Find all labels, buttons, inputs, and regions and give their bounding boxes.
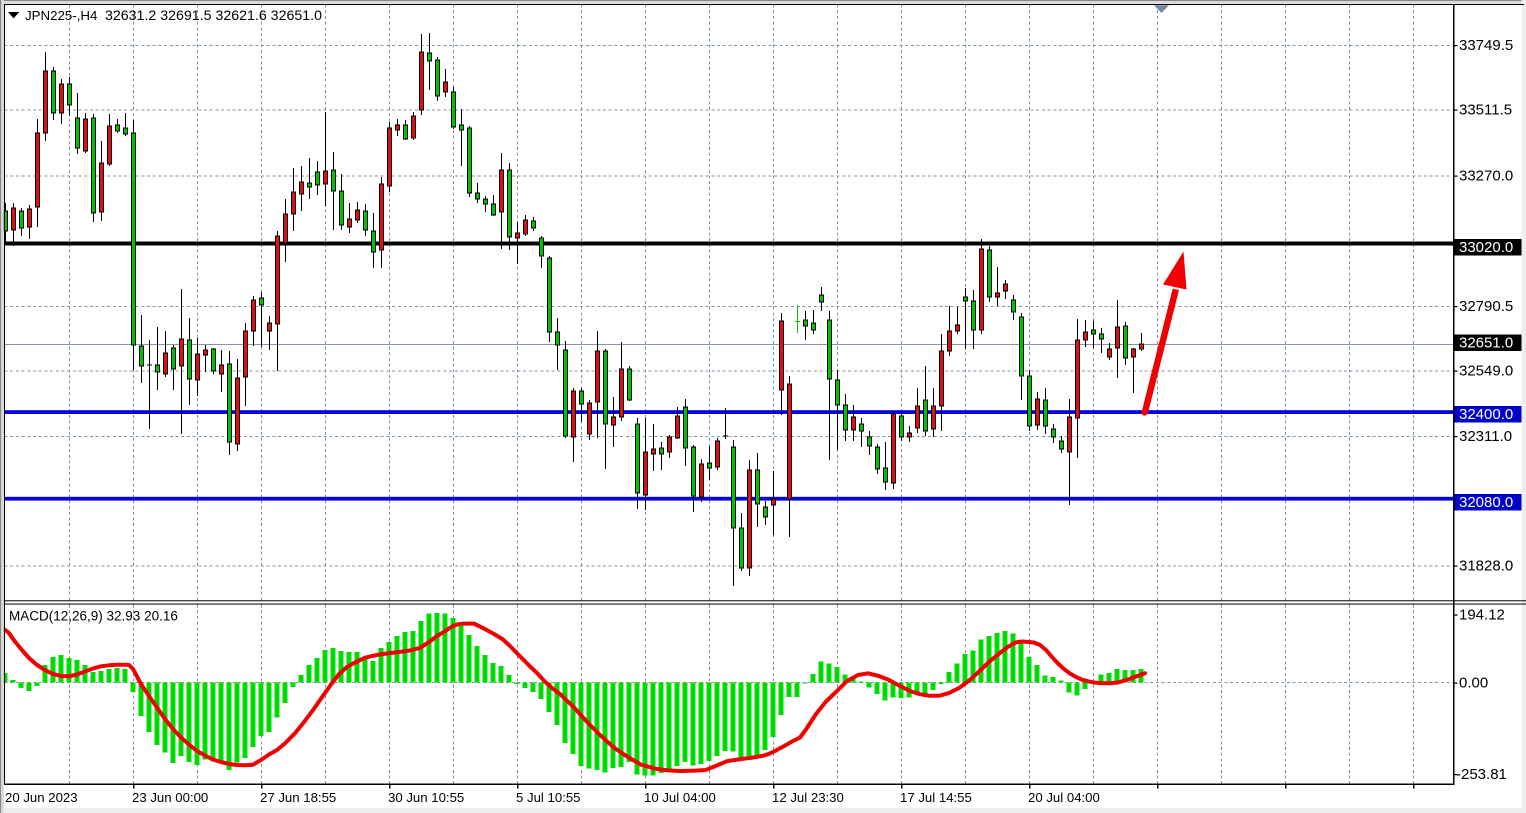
svg-text:20 Jun 2023: 20 Jun 2023 bbox=[5, 790, 78, 805]
svg-text:30 Jun 10:55: 30 Jun 10:55 bbox=[388, 790, 464, 805]
svg-text:32651.0: 32651.0 bbox=[1459, 335, 1513, 352]
svg-text:31828.0: 31828.0 bbox=[1459, 558, 1513, 575]
svg-text:10 Jul 04:00: 10 Jul 04:00 bbox=[644, 790, 716, 805]
svg-text:194.12: 194.12 bbox=[1459, 607, 1505, 624]
svg-text:33270.0: 33270.0 bbox=[1459, 168, 1513, 185]
svg-text:5 Jul 10:55: 5 Jul 10:55 bbox=[516, 790, 581, 805]
svg-text:17 Jul 14:55: 17 Jul 14:55 bbox=[900, 790, 972, 805]
svg-text:32790.5: 32790.5 bbox=[1459, 298, 1513, 315]
svg-text:20 Jul 04:00: 20 Jul 04:00 bbox=[1028, 790, 1100, 805]
svg-text:12 Jul 23:30: 12 Jul 23:30 bbox=[772, 790, 844, 805]
svg-text:32080.0: 32080.0 bbox=[1459, 494, 1513, 511]
svg-text:33749.5: 33749.5 bbox=[1459, 37, 1513, 54]
svg-text:MACD(12,26,9) 32.93 20.16: MACD(12,26,9) 32.93 20.16 bbox=[9, 609, 178, 624]
svg-text:27 Jun 18:55: 27 Jun 18:55 bbox=[260, 790, 336, 805]
svg-text:23 Jun 00:00: 23 Jun 00:00 bbox=[132, 790, 208, 805]
svg-text:32549.0: 32549.0 bbox=[1459, 363, 1513, 380]
svg-text:33511.5: 33511.5 bbox=[1459, 102, 1512, 119]
svg-text:32400.0: 32400.0 bbox=[1459, 406, 1513, 423]
svg-text:32311.0: 32311.0 bbox=[1459, 428, 1512, 445]
svg-text:33020.0: 33020.0 bbox=[1459, 239, 1513, 256]
svg-text:0.00: 0.00 bbox=[1459, 675, 1488, 692]
svg-text:-253.81: -253.81 bbox=[1456, 766, 1507, 783]
